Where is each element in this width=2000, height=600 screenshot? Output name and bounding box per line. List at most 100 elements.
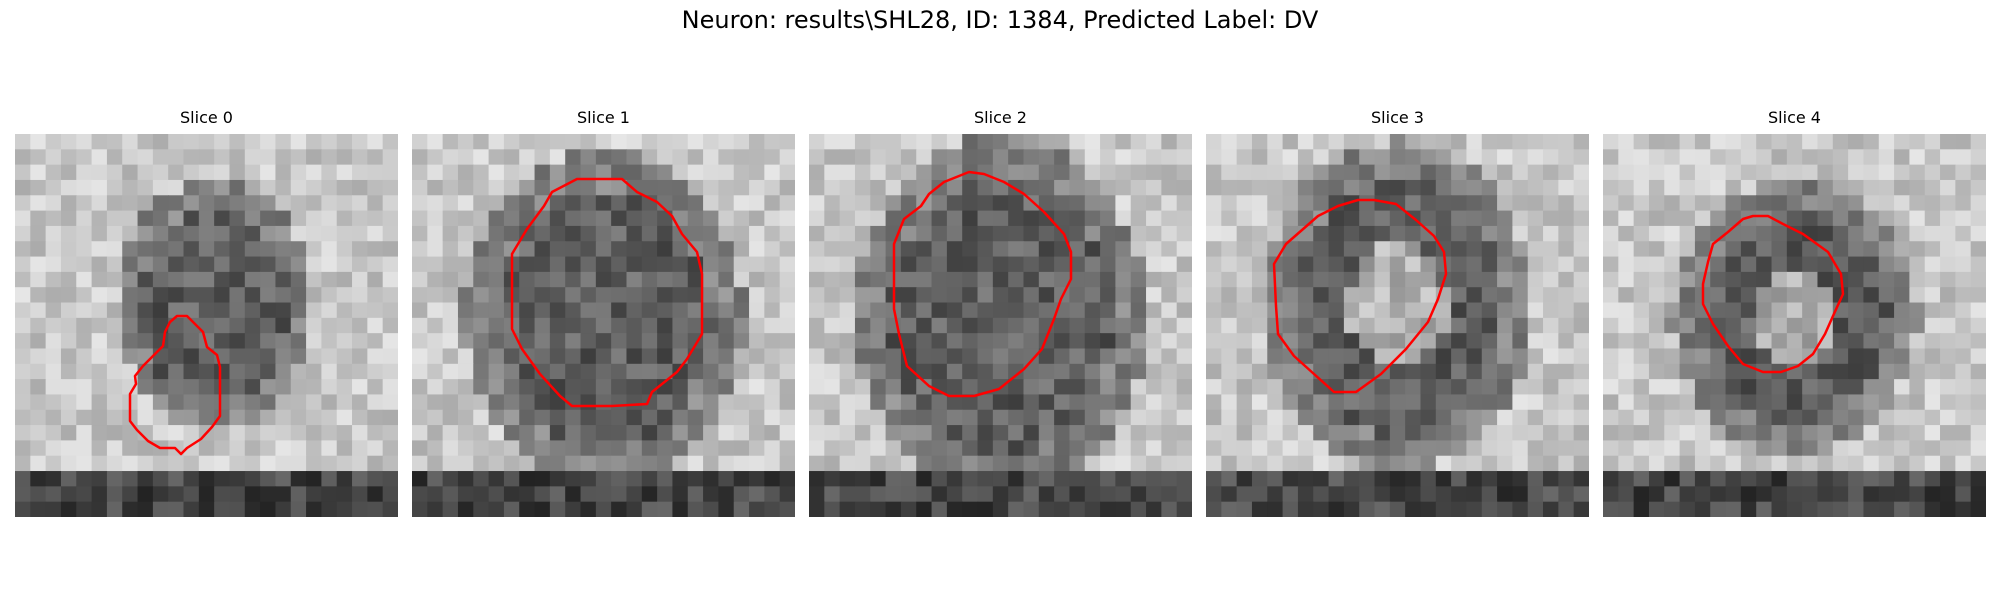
pixel-cell [993, 241, 1009, 257]
pixel-cell [1131, 195, 1147, 211]
pixel-cell [1008, 318, 1024, 334]
pixel-cell [1925, 165, 1941, 181]
pixel-cell [809, 456, 825, 472]
pixel-cell [1313, 471, 1329, 487]
pixel-cell [1267, 226, 1283, 242]
pixel-cell [1863, 272, 1879, 288]
pixel-cell [1115, 333, 1131, 349]
pixel-cell [138, 287, 154, 303]
pixel-cell [916, 165, 932, 181]
pixel-cell [1115, 410, 1131, 426]
pixel-cell [1618, 364, 1634, 380]
pixel-cell [1649, 410, 1665, 426]
pixel-cell [1664, 348, 1680, 364]
pixel-cell [1039, 394, 1055, 410]
pixel-cell [1420, 165, 1436, 181]
grayscale-pixels [1603, 134, 1986, 517]
pixel-cell [1603, 471, 1619, 487]
pixel-cell [642, 410, 658, 426]
pixel-cell [1283, 195, 1299, 211]
pixel-cell [1512, 486, 1528, 502]
pixel-cell [1146, 364, 1162, 380]
pixel-cell [473, 440, 489, 456]
pixel-cell [458, 364, 474, 380]
pixel-cell [809, 410, 825, 426]
pixel-cell [1879, 502, 1895, 517]
pixel-cell [1741, 272, 1757, 288]
pixel-cell [901, 471, 917, 487]
pixel-cell [489, 410, 505, 426]
pixel-cell [168, 211, 184, 227]
pixel-cell [1115, 318, 1131, 334]
pixel-cell [1177, 364, 1192, 380]
pixel-cell [1100, 287, 1116, 303]
pixel-cell [1177, 211, 1192, 227]
pixel-cell [1787, 287, 1803, 303]
pixel-cell [734, 440, 750, 456]
pixel-cell [1634, 318, 1650, 334]
pixel-cell [824, 318, 840, 334]
pixel-cell [596, 348, 612, 364]
pixel-cell [15, 303, 31, 319]
pixel-cell [947, 195, 963, 211]
pixel-cell [199, 149, 215, 165]
pixel-cell [1955, 318, 1971, 334]
pixel-cell [1177, 287, 1192, 303]
pixel-cell [1741, 471, 1757, 487]
pixel-cell [412, 303, 428, 319]
pixel-cell [1710, 272, 1726, 288]
pixel-cell [275, 502, 291, 517]
pixel-cell [1618, 149, 1634, 165]
pixel-cell [978, 211, 994, 227]
pixel-cell [122, 165, 138, 181]
pixel-cell [550, 195, 566, 211]
pixel-cell [107, 211, 123, 227]
pixel-cell [1634, 149, 1650, 165]
pixel-cell [688, 348, 704, 364]
pixel-cell [199, 211, 215, 227]
pixel-cell [1069, 318, 1085, 334]
pixel-cell [321, 226, 337, 242]
pixel-cell [978, 471, 994, 487]
pixel-cell [1710, 165, 1726, 181]
pixel-cell [916, 333, 932, 349]
pixel-cell [1039, 425, 1055, 441]
pixel-cell [1680, 502, 1696, 517]
pixel-cell [703, 348, 719, 364]
pixel-cell [519, 272, 535, 288]
pixel-cell [611, 333, 627, 349]
pixel-cell [780, 425, 795, 441]
pixel-cell [30, 318, 46, 334]
pixel-cell [1574, 318, 1589, 334]
pixel-cell [352, 502, 368, 517]
pixel-cell [306, 471, 322, 487]
pixel-cell [672, 440, 688, 456]
pixel-cell [337, 211, 353, 227]
pixel-cell [1023, 471, 1039, 487]
pixel-cell [1420, 425, 1436, 441]
pixel-cell [1909, 364, 1925, 380]
pixel-cell [947, 425, 963, 441]
pixel-cell [642, 440, 658, 456]
pixel-cell [565, 410, 581, 426]
pixel-cell [1497, 303, 1513, 319]
pixel-cell [764, 486, 780, 502]
pixel-cell [1955, 471, 1971, 487]
pixel-cell [1359, 486, 1375, 502]
pixel-cell [581, 502, 597, 517]
pixel-cell [1146, 425, 1162, 441]
pixel-cell [61, 502, 77, 517]
pixel-cell [1558, 272, 1574, 288]
pixel-cell [1802, 165, 1818, 181]
pixel-cell [1756, 318, 1772, 334]
pixel-cell [1497, 394, 1513, 410]
pixel-cell [306, 456, 322, 472]
pixel-cell [1879, 364, 1895, 380]
pixel-cell [458, 394, 474, 410]
pixel-cell [92, 456, 108, 472]
pixel-cell [1375, 257, 1391, 273]
pixel-cell [107, 456, 123, 472]
pixel-cell [1543, 180, 1559, 196]
pixel-cell [1879, 440, 1895, 456]
pixel-cell [1787, 180, 1803, 196]
